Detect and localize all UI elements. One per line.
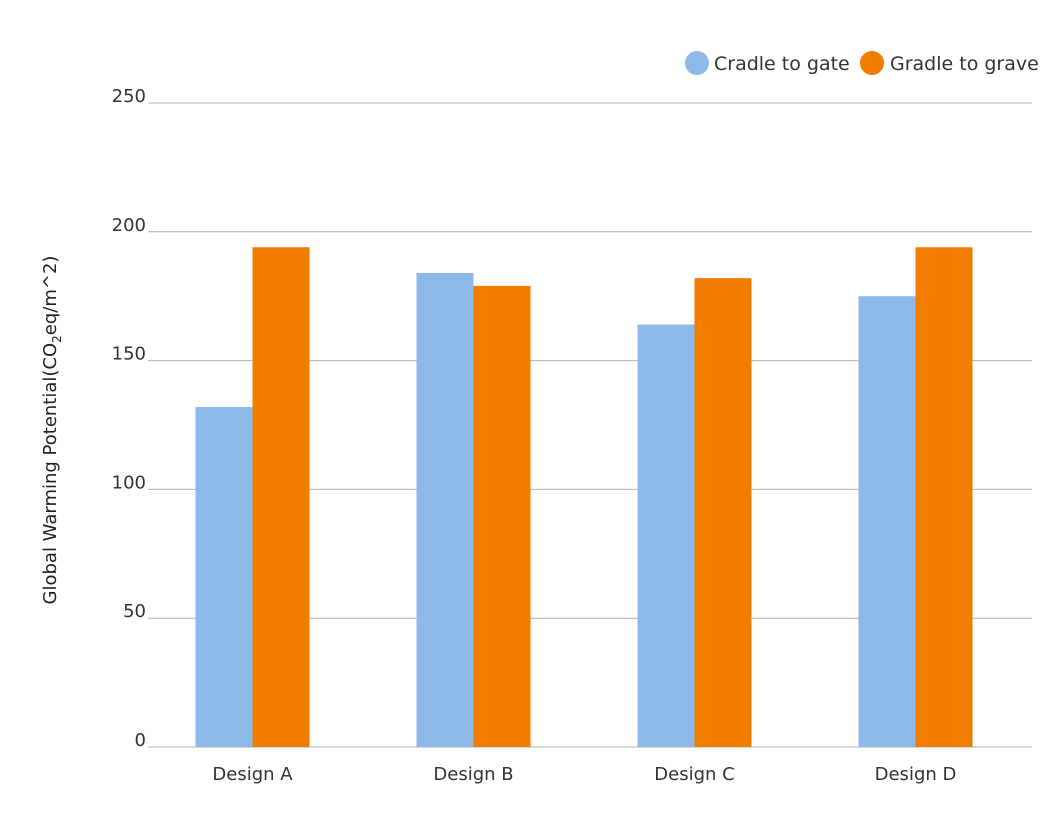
y-tick-label: 100 xyxy=(112,472,146,493)
bars xyxy=(195,247,973,748)
bar-cradle-to-gate-design-c xyxy=(637,324,695,747)
legend: Cradle to gate Gradle to grave xyxy=(685,51,1039,75)
y-tick-label: 250 xyxy=(112,86,146,107)
x-category-label: Design D xyxy=(875,764,957,785)
bar-cradle-to-gate-design-d xyxy=(858,296,916,747)
y-axis-ticks: 0 50 100 150 200 250 xyxy=(112,86,146,751)
legend-label: Cradle to gate xyxy=(714,53,850,75)
x-axis-categories: Design A Design B Design C Design D xyxy=(212,764,956,785)
legend-label: Gradle to grave xyxy=(890,53,1039,75)
x-category-label: Design A xyxy=(212,764,293,785)
x-category-label: Design B xyxy=(433,764,513,785)
legend-swatch xyxy=(860,51,884,75)
bar-gradle-to-grave-design-b xyxy=(473,285,531,747)
bar-gradle-to-grave-design-a xyxy=(252,247,310,748)
bar-cradle-to-gate-design-b xyxy=(416,273,474,747)
legend-swatch xyxy=(685,51,709,75)
bar-cradle-to-gate-design-a xyxy=(195,406,253,747)
bar-gradle-to-grave-design-d xyxy=(915,247,973,748)
y-tick-label: 50 xyxy=(123,601,146,622)
y-tick-label: 150 xyxy=(112,344,146,365)
y-axis-title: Global Warming Potential(CO2eq/m^2) xyxy=(40,256,64,605)
y-axis-title-suffix: eq/m^2) xyxy=(40,256,61,336)
y-axis-title-subscript: 2 xyxy=(50,335,64,343)
bar-gradle-to-grave-design-c xyxy=(694,278,752,747)
y-tick-label: 200 xyxy=(112,215,146,236)
y-axis-title-prefix: Global Warming Potential(CO xyxy=(40,343,61,605)
y-tick-label: 0 xyxy=(135,730,146,751)
x-category-label: Design C xyxy=(654,764,734,785)
